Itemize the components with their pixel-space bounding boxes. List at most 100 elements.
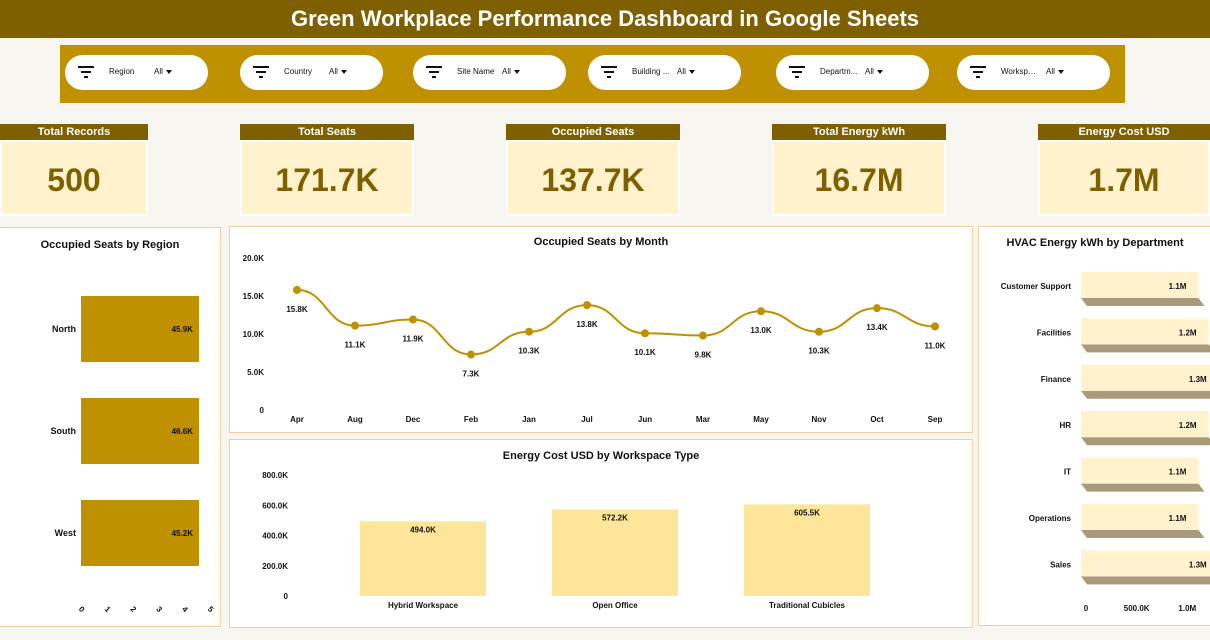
filter-label: Workspa...: [1001, 67, 1039, 76]
x-tick-label: Dec: [406, 415, 421, 424]
kpi-label: Energy Cost USD: [1038, 124, 1210, 140]
data-label: 1.2M: [1179, 421, 1197, 430]
y-tick-label: 800.0K: [262, 471, 288, 480]
x-tick-label: 0: [1084, 604, 1089, 613]
data-point: [699, 331, 707, 340]
filter-icon: [78, 66, 94, 78]
filter-value-dropdown[interactable]: All: [865, 67, 883, 76]
category-label: Operations: [1029, 514, 1072, 523]
data-point: [815, 327, 823, 336]
filter-icon: [253, 66, 269, 78]
x-tick-label: 3: [154, 605, 164, 615]
data-label: 572.2K: [602, 513, 628, 522]
data-point: [467, 350, 475, 359]
data-label: 10.1K: [634, 348, 656, 357]
month-chart-panel: Occupied Seats by Month 0 5.0K 10.0K 15.0K 2…: [229, 226, 973, 433]
x-tick-label: Nov: [811, 415, 827, 424]
data-label: 1.1M: [1169, 282, 1187, 291]
x-tick-label: Jan: [522, 415, 536, 424]
data-label: 10.3K: [808, 347, 830, 356]
bar: [1081, 272, 1199, 298]
category-label: HR: [1059, 421, 1071, 430]
kpi-value: 1.7M: [1038, 140, 1210, 216]
x-tick-label: May: [753, 415, 769, 424]
bar: [1081, 457, 1199, 484]
data-label: 45.9K: [172, 325, 194, 334]
data-label: 1.2M: [1179, 328, 1197, 337]
y-tick-label: 20.0K: [243, 254, 265, 263]
x-tick-label: Sep: [928, 415, 943, 424]
workspace-chart-panel: Energy Cost USD by Workspace Type 0 200.0…: [229, 439, 973, 628]
filter-value-dropdown[interactable]: All: [502, 67, 520, 76]
y-tick-label: 200.0K: [262, 562, 288, 571]
filter-bar: Region All Country All Site Name All Building …: [60, 45, 1125, 103]
data-label: 13.4K: [866, 323, 888, 332]
chart-title: HVAC Energy kWh by Department: [1006, 237, 1184, 249]
data-point: [873, 304, 881, 313]
data-label: 11.0K: [925, 341, 946, 350]
x-tick-label: 4: [180, 605, 190, 615]
data-label: 9.8K: [695, 351, 712, 360]
filter-workspa[interactable]: Workspa... All: [957, 55, 1110, 90]
bar: [1081, 364, 1210, 391]
data-label: 15.8K: [286, 305, 308, 314]
x-tick-label: Apr: [290, 415, 304, 424]
filter-label: Building ...: [632, 67, 670, 76]
filter-value-dropdown[interactable]: All: [1046, 67, 1064, 76]
filter-icon: [426, 66, 442, 78]
chart-title: Occupied Seats by Region: [40, 239, 180, 251]
x-tick-label: 1.0M: [1178, 604, 1196, 613]
data-label: 494.0K: [410, 525, 436, 534]
x-tick-label: Oct: [870, 415, 884, 424]
data-label: 11.9K: [403, 335, 424, 344]
category-label: Sales: [1050, 560, 1071, 569]
bar: [1081, 550, 1210, 577]
filter-building[interactable]: Building ... All: [588, 55, 741, 90]
x-tick-label: Open Office: [592, 601, 638, 610]
data-label: 1.1M: [1169, 468, 1187, 477]
category-label: Customer Support: [1001, 282, 1072, 291]
data-label: 10.3K: [518, 347, 540, 356]
filter-value-dropdown[interactable]: All: [154, 67, 172, 76]
department-chart: Customer Support 1.1M Facilities 1.2M Financ…: [1001, 272, 1210, 613]
x-tick-label: Traditional Cubicles: [769, 601, 846, 610]
x-tick-label: 0: [77, 605, 87, 615]
filter-icon: [970, 66, 986, 78]
workspace-chart: 0 200.0K 400.0K 600.0K 800.0K 494.0K Hybrid Wo…: [262, 471, 870, 610]
y-tick-label: 15.0K: [243, 292, 265, 301]
filter-label: Country: [284, 67, 313, 76]
x-tick-label: Jun: [638, 415, 652, 424]
category-label: West: [55, 528, 76, 538]
filter-region[interactable]: Region All: [65, 55, 208, 90]
bar: [81, 500, 199, 566]
filter-site-name[interactable]: Site Name All: [413, 55, 566, 90]
data-point: [351, 321, 359, 330]
filter-country[interactable]: Country All: [240, 55, 383, 90]
filter-value-dropdown[interactable]: All: [329, 67, 347, 76]
month-chart: 0 5.0K 10.0K 15.0K 20.0K 15.8K Apr 11.1K Aug 11.9…: [243, 254, 946, 424]
dashboard-title: Green Workplace Performance Dashboard in…: [0, 0, 1210, 38]
bar: [360, 521, 486, 596]
filter-icon: [789, 66, 805, 78]
data-point: [293, 285, 301, 294]
filter-departm[interactable]: Departm... All: [776, 55, 929, 90]
kpi-label: Total Seats: [240, 124, 414, 140]
y-tick-label: 0: [260, 406, 265, 415]
data-point: [583, 301, 591, 310]
department-chart-panel: HVAC Energy kWh by Department Customer S…: [978, 226, 1210, 626]
y-tick-label: 400.0K: [262, 532, 288, 541]
data-label: 13.0K: [750, 326, 772, 335]
filter-value-dropdown[interactable]: All: [677, 67, 695, 76]
y-tick-label: 0: [284, 592, 289, 601]
bar: [744, 504, 870, 596]
filter-label: Region: [109, 67, 135, 76]
bar-shadow: [1081, 576, 1210, 585]
category-label: Finance: [1041, 375, 1072, 384]
data-point: [409, 315, 417, 324]
kpi-label: Total Records: [0, 124, 148, 140]
kpi-value: 16.7M: [772, 140, 946, 216]
bar-shadow: [1081, 390, 1210, 399]
bar-shadow: [1081, 530, 1205, 538]
data-point: [525, 327, 533, 336]
x-tick-label: Jul: [581, 415, 593, 424]
